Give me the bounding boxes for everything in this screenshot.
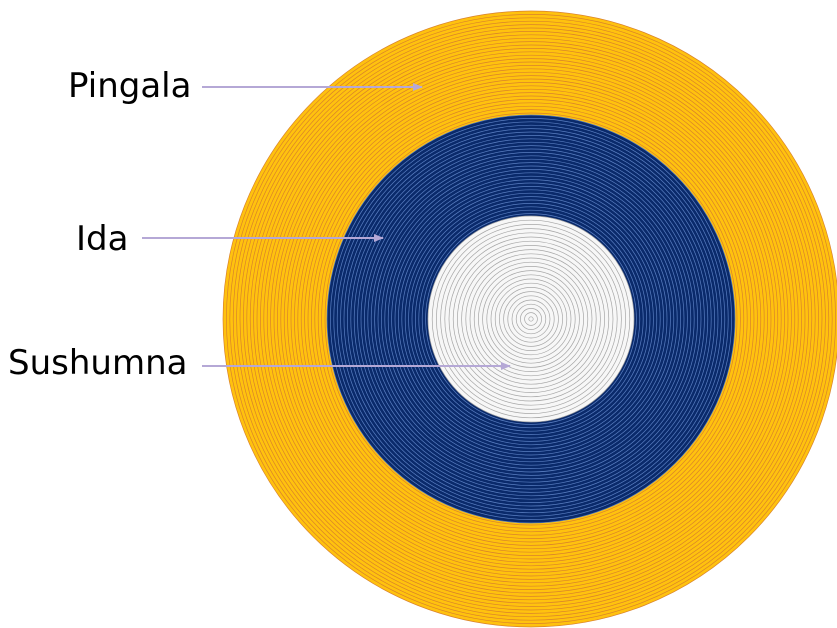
sushumna-core-line xyxy=(452,240,610,398)
sushumna-core-line xyxy=(499,287,563,351)
sushumna-core-lines xyxy=(427,215,635,423)
pingala-ring-line xyxy=(260,48,802,590)
ida-ring-line xyxy=(401,189,661,449)
label-ida: Ida xyxy=(76,219,128,259)
pingala-ring-line xyxy=(273,61,789,577)
pingala-ring-line xyxy=(283,71,779,567)
sushumna-core-line xyxy=(469,257,593,381)
ida-ring-line xyxy=(415,203,647,435)
ida-ring-line xyxy=(347,135,715,503)
pingala-ring-lines xyxy=(222,10,837,628)
ida-ring-line xyxy=(404,192,658,446)
ida-ring-line xyxy=(343,131,719,507)
ida-ring-line xyxy=(384,172,678,466)
pingala-ring-line xyxy=(226,14,836,624)
label-sushumna: Sushumna xyxy=(8,343,187,383)
pingala-ring-line xyxy=(246,34,816,604)
sushumna-core-line xyxy=(436,224,626,414)
sushumna-core-line xyxy=(431,219,631,419)
pingala-ring-line xyxy=(287,75,775,563)
ida-ring-line xyxy=(360,148,702,490)
sushumna-core-line xyxy=(486,274,576,364)
pingala-ring-line xyxy=(243,31,819,607)
annotations: Pingala Ida Sushumna xyxy=(8,66,511,383)
ida-ring-line xyxy=(367,155,695,483)
sushumna-core-line xyxy=(473,261,589,377)
sushumna-core-line xyxy=(490,278,572,360)
sushumna-core-line xyxy=(524,312,538,326)
pingala-ring-line xyxy=(236,24,826,614)
pingala-ring-line xyxy=(300,88,762,550)
ida-ring-line xyxy=(340,128,722,510)
pingala-ring-line xyxy=(314,102,748,536)
sushumna-core-line xyxy=(457,245,605,393)
ida-ring-line xyxy=(398,186,664,452)
pingala-ring-line xyxy=(294,82,768,556)
sushumna-core-line xyxy=(494,282,568,356)
ida-ring-line xyxy=(357,145,705,493)
ida-ring-lines xyxy=(326,114,736,524)
ida-ring-line xyxy=(377,165,685,473)
pingala-ring-line xyxy=(321,109,741,529)
pingala-ring-line xyxy=(311,99,751,539)
ida-ring-line xyxy=(411,199,651,439)
sushumna-core-line xyxy=(444,232,618,406)
label-pingala: Pingala xyxy=(68,66,191,106)
ida-ring-line xyxy=(387,175,675,463)
pingala-ring-line xyxy=(290,78,772,560)
sushumna-core-line xyxy=(461,249,601,389)
ida-ring-line xyxy=(336,124,726,514)
ida-ring-line xyxy=(408,196,654,442)
ida-ring-line xyxy=(364,152,698,486)
pingala-ring-line xyxy=(263,51,799,587)
sushumna-core-line xyxy=(507,295,555,343)
ida-ring-line xyxy=(350,138,712,500)
ida-ring-line xyxy=(421,209,641,429)
sushumna-core-line xyxy=(528,316,534,322)
pingala-ring-line xyxy=(324,112,738,526)
sushumna-core-line xyxy=(515,303,547,335)
pingala-ring-line xyxy=(307,95,755,543)
pingala-ring-line xyxy=(229,17,833,621)
pingala-ring-line xyxy=(297,85,765,553)
ida-ring-line xyxy=(370,158,692,480)
sushumna-core xyxy=(428,216,634,422)
pingala-ring-line xyxy=(277,65,785,573)
pingala-ring-line xyxy=(253,41,809,597)
pingala-ring-line xyxy=(270,58,792,580)
sushumna-core-line xyxy=(511,299,551,339)
sushumna-core-line xyxy=(478,266,584,372)
ida-ring-line xyxy=(326,114,736,524)
sushumna-core-line xyxy=(465,253,597,385)
pingala-ring-line xyxy=(317,105,745,533)
sushumna-core-line xyxy=(482,270,580,368)
ida-ring-line xyxy=(374,162,688,476)
ida-ring-line xyxy=(425,213,637,425)
pingala-ring-line xyxy=(239,27,823,611)
ida-ring-line xyxy=(394,182,668,456)
ida-ring-line xyxy=(333,121,729,517)
pingala-ring-line xyxy=(256,44,806,594)
pingala-ring-line xyxy=(304,92,758,546)
sushumna-core-line xyxy=(440,228,622,410)
ida-ring-line xyxy=(381,169,681,469)
ida-ring-line xyxy=(330,118,732,520)
ida-ring-line xyxy=(418,206,644,432)
pingala-ring-line xyxy=(222,10,837,628)
sushumna-core-line xyxy=(448,236,614,402)
ida-ring-line xyxy=(391,179,671,459)
pingala-ring-line xyxy=(266,54,796,584)
pingala-ring-line xyxy=(249,37,813,601)
concentric-rings xyxy=(222,10,837,628)
ida-ring-line xyxy=(353,141,709,497)
pingala-ring-line xyxy=(232,20,830,618)
sushumna-core-line xyxy=(427,215,635,423)
pingala-ring-line xyxy=(280,68,782,570)
sushumna-core-line xyxy=(520,308,542,330)
sushumna-core-line xyxy=(503,291,559,347)
